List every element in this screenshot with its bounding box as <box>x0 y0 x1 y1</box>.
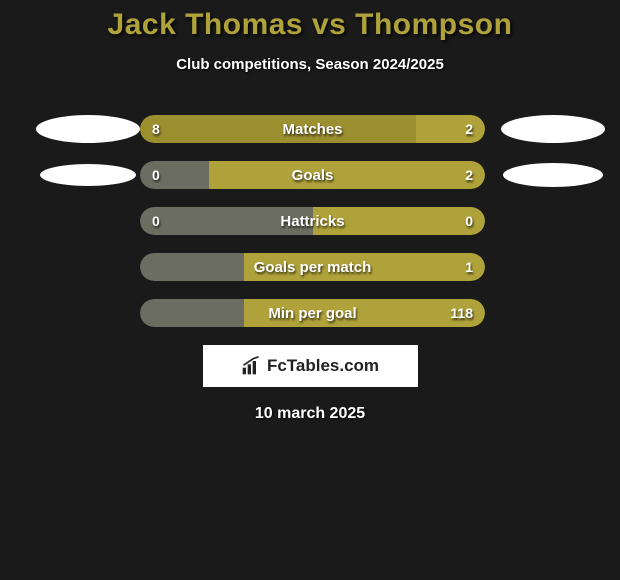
stat-bar: Matches82 <box>140 115 485 143</box>
player-right-avatar <box>485 163 620 187</box>
player-left-avatar <box>35 115 140 143</box>
stat-bar: Goals02 <box>140 161 485 189</box>
stat-row: Matches82 <box>0 115 620 143</box>
bar-left-segment <box>140 207 313 235</box>
page-title: Jack Thomas vs Thompson <box>0 8 620 42</box>
stat-bar: Min per goal118 <box>140 299 485 327</box>
comparison-infographic: Jack Thomas vs Thompson Club competition… <box>0 0 620 423</box>
chart-icon <box>241 356 261 376</box>
page-subtitle: Club competitions, Season 2024/2025 <box>0 56 620 73</box>
bar-left-segment <box>140 299 244 327</box>
bar-left-segment <box>140 253 244 281</box>
player-left-avatar <box>35 164 140 186</box>
stat-row: Hattricks00 <box>0 207 620 235</box>
stat-row: Goals per match1 <box>0 253 620 281</box>
bar-right-segment <box>416 115 485 143</box>
avatar-ellipse <box>503 163 603 187</box>
stat-bar: Hattricks00 <box>140 207 485 235</box>
stat-rows: Matches82 Goals02 Hattricks00 Goals per mat… <box>0 115 620 327</box>
footer-date: 10 march 2025 <box>0 405 620 423</box>
brand-text: FcTables.com <box>267 356 379 376</box>
brand-badge: FcTables.com <box>203 345 418 387</box>
bar-right-segment <box>244 253 486 281</box>
bar-right-segment <box>209 161 485 189</box>
avatar-ellipse <box>36 115 140 143</box>
bar-left-segment <box>140 161 209 189</box>
stat-row: Goals02 <box>0 161 620 189</box>
avatar-ellipse <box>501 115 605 143</box>
bar-left-segment <box>140 115 416 143</box>
stat-bar: Goals per match1 <box>140 253 485 281</box>
bar-right-segment <box>244 299 486 327</box>
bar-right-segment <box>313 207 486 235</box>
avatar-ellipse <box>40 164 136 186</box>
stat-row: Min per goal118 <box>0 299 620 327</box>
player-right-avatar <box>485 115 620 143</box>
